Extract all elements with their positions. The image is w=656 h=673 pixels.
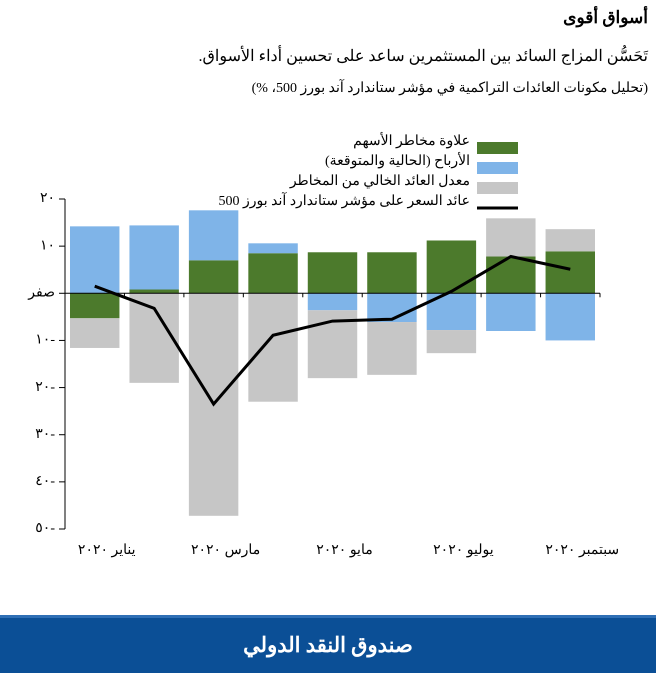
x-tick-label: يوليو ٢٠٢٠ bbox=[433, 543, 494, 558]
bar bbox=[545, 229, 595, 252]
bar bbox=[545, 251, 595, 294]
bar bbox=[70, 293, 120, 319]
legend-swatch bbox=[477, 162, 518, 174]
bar bbox=[188, 210, 239, 261]
bar bbox=[70, 318, 120, 348]
bar bbox=[426, 240, 477, 294]
x-tick-label: يناير ٢٠٢٠ bbox=[78, 543, 136, 558]
bar bbox=[129, 289, 179, 294]
y-tick-label: صفر bbox=[27, 286, 55, 301]
bar bbox=[307, 293, 358, 311]
legend-label: عائد السعر على مؤشر ستاندارد آند بورز 50… bbox=[219, 191, 470, 209]
bar bbox=[188, 260, 239, 294]
bar bbox=[426, 330, 477, 354]
legend-label: معدل العائد الخالي من المخاطر bbox=[289, 174, 470, 189]
bar bbox=[486, 256, 536, 294]
bar bbox=[129, 225, 179, 290]
chart: ٢٠ ١٠ صفر ١٠- ٢٠- ٣٠- ٤٠- ٥٠- يناير ٢٠٢٠ مارس ٢٠٢… bbox=[27, 131, 619, 558]
bar bbox=[248, 253, 298, 294]
x-tick-label: مايو ٢٠٢٠ bbox=[316, 543, 372, 558]
bar bbox=[545, 293, 595, 341]
y-tick-label: ٣٠- bbox=[35, 427, 55, 442]
note: (تحليل مكونات العائدات التراكمية في مؤشر… bbox=[251, 81, 648, 96]
bar bbox=[367, 322, 417, 375]
x-tick-label: سبتمبر ٢٠٢٠ bbox=[545, 543, 619, 558]
y-tick-label: ٤٠- bbox=[35, 474, 55, 489]
line bbox=[94, 254, 571, 407]
bar bbox=[70, 226, 120, 294]
bar bbox=[307, 252, 358, 294]
bar bbox=[248, 293, 298, 402]
bar bbox=[248, 243, 298, 254]
footer: صندوق النقد الدولي bbox=[0, 615, 656, 673]
bar bbox=[486, 293, 536, 331]
y-tick-label: ١٠ bbox=[40, 238, 55, 253]
y-tick-label: ٥٠- bbox=[35, 521, 55, 536]
bar bbox=[367, 252, 417, 294]
legend-swatch bbox=[477, 182, 518, 194]
title: أسواق أقوى bbox=[563, 8, 648, 27]
subtitle: تَحَسُّن المزاج السائد بين المستثمرين سا… bbox=[198, 48, 648, 65]
bar bbox=[367, 293, 417, 323]
legend-swatch bbox=[477, 142, 518, 154]
y-tick-label: ٢٠ bbox=[40, 191, 55, 206]
x-tick-label: مارس ٢٠٢٠ bbox=[191, 543, 260, 558]
legend-label: الأرباح (الحالية والمتوقعة) bbox=[325, 151, 470, 169]
bar bbox=[486, 218, 536, 257]
y-tick-label: ٢٠- bbox=[35, 380, 55, 395]
y-tick-label: ١٠- bbox=[35, 333, 55, 348]
legend-label: علاوة مخاطر الأسهم bbox=[353, 131, 470, 149]
